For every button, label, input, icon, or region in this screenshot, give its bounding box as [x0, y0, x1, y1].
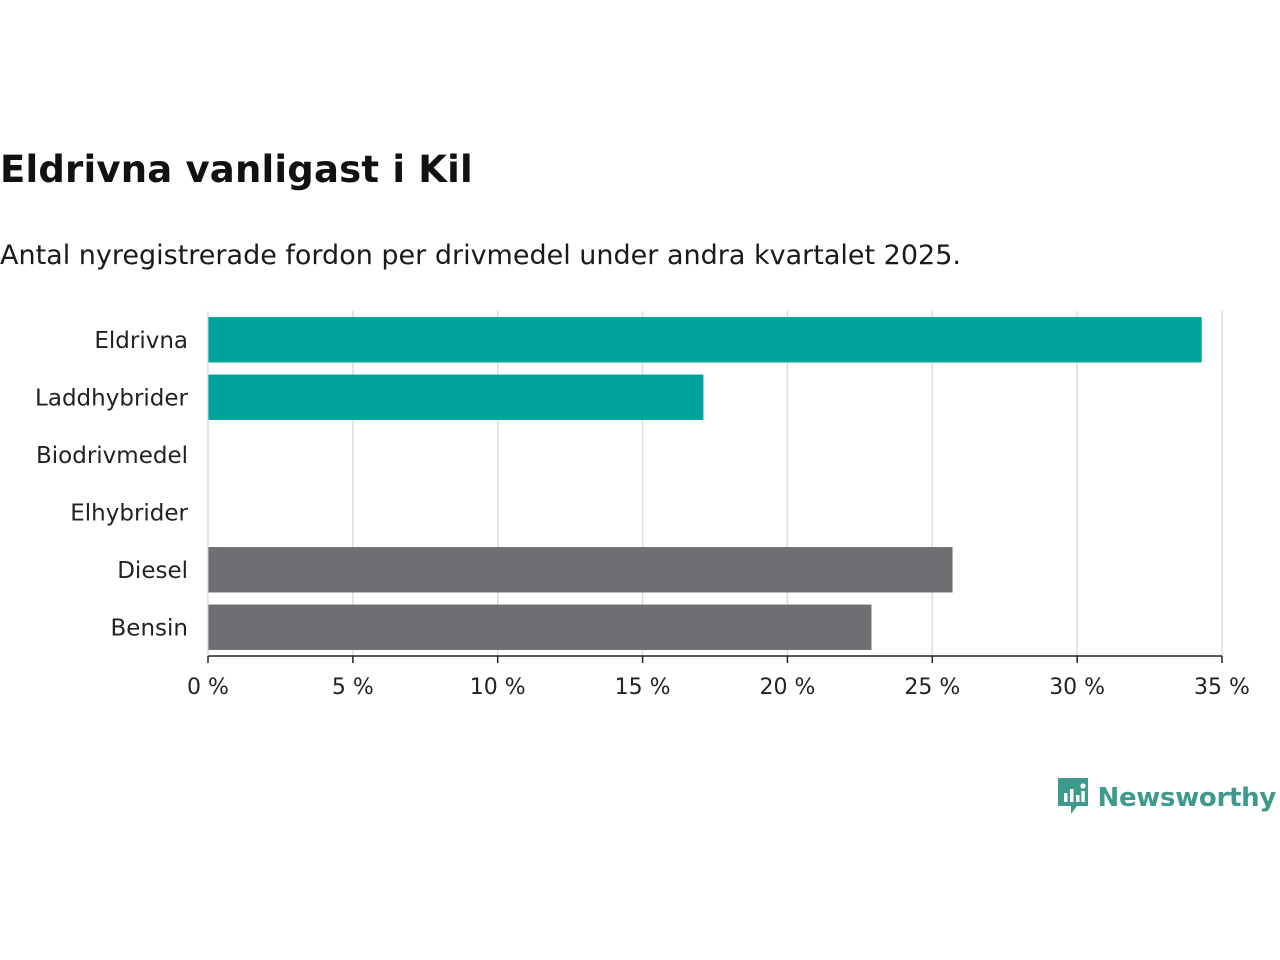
x-tick-label: 5 % — [332, 675, 374, 700]
category-label: Eldrivna — [94, 328, 188, 354]
x-tick-label: 0 % — [187, 675, 229, 700]
bar-bensin — [208, 605, 871, 650]
x-tick-label: 30 % — [1049, 675, 1105, 700]
brand-name: Newsworthy — [1098, 783, 1276, 813]
grid-lines — [353, 311, 1222, 656]
x-tick-label: 35 % — [1194, 675, 1250, 700]
bar-diesel — [208, 547, 953, 592]
bar-eldrivna — [208, 317, 1202, 362]
category-label: Biodrivmedel — [36, 443, 188, 469]
category-labels: Eldrivna Laddhybrider Biodrivmedel Elhybrid… — [35, 328, 188, 642]
category-label: Laddhybrider — [35, 385, 188, 411]
category-label: Bensin — [111, 615, 188, 641]
x-tick-label: 15 % — [615, 675, 671, 700]
x-tick-label: 20 % — [759, 675, 815, 700]
category-label: Diesel — [117, 558, 188, 584]
x-tick-label: 25 % — [904, 675, 960, 700]
newsworthy-logo-icon — [1056, 776, 1090, 820]
bars — [208, 317, 1202, 650]
x-tick-label: 10 % — [470, 675, 526, 700]
bar-laddhybrider — [208, 375, 703, 420]
category-label: Elhybrider — [70, 500, 188, 526]
newsworthy-brand: Newsworthy — [1056, 776, 1276, 820]
